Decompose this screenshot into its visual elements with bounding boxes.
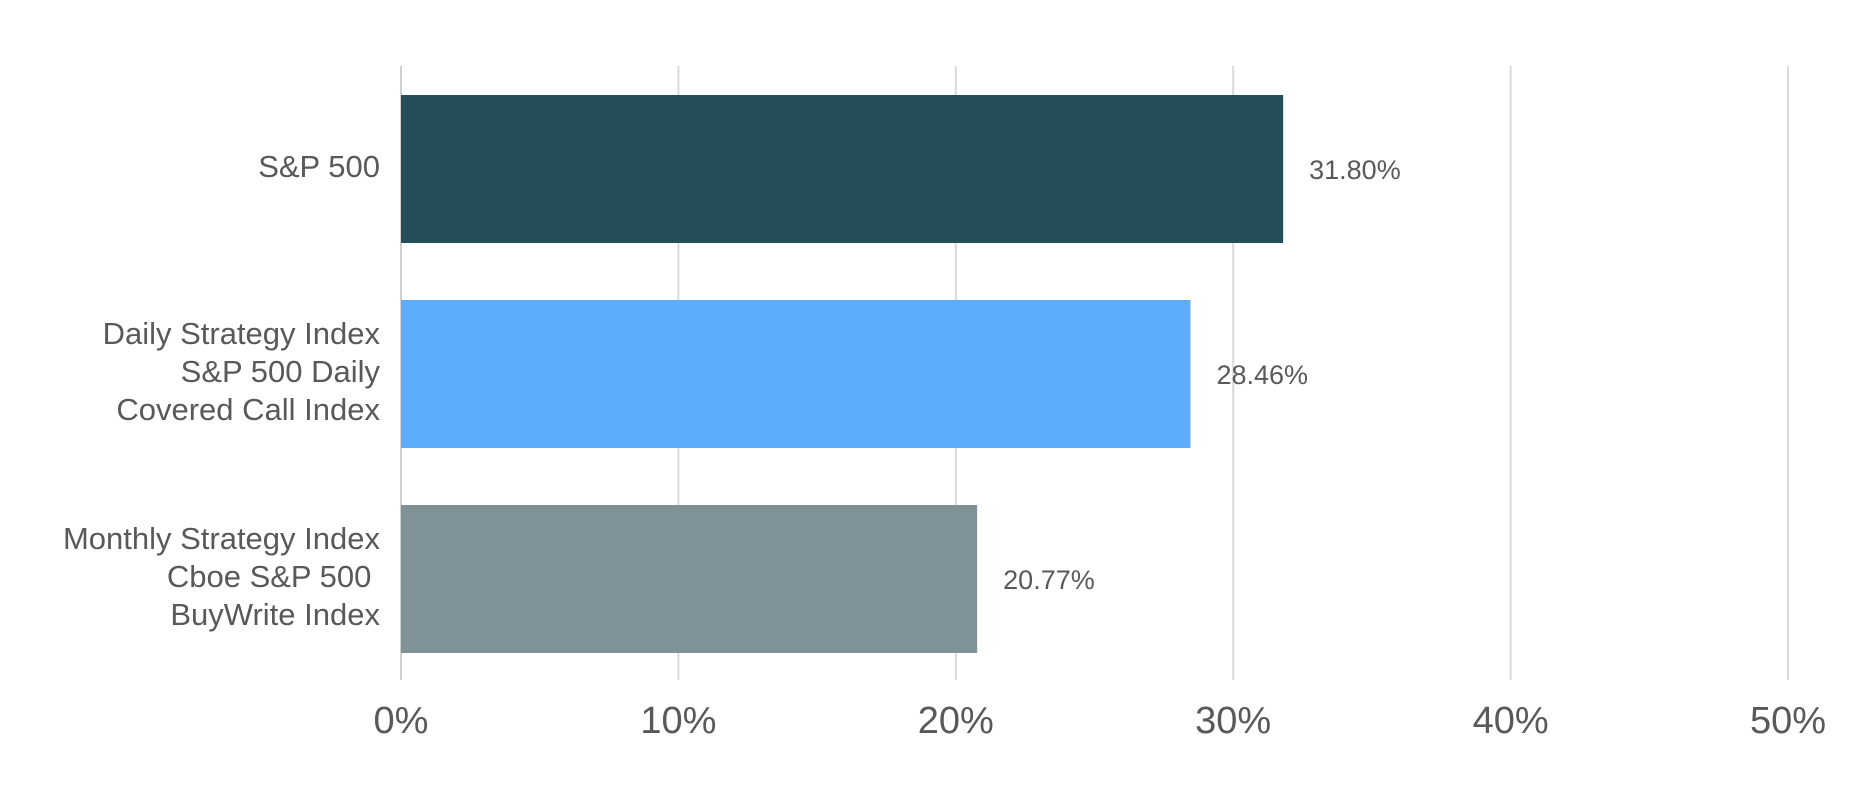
category-label-line: Covered Call Index: [116, 392, 380, 427]
x-tick-label: 50%: [1750, 700, 1826, 742]
bar: [401, 505, 978, 653]
data-label: 31.80%: [1309, 155, 1401, 185]
category-labels: S&P 500 Daily Strategy Index S&P 500 Daily…: [63, 149, 381, 632]
data-label: 28.46%: [1216, 360, 1308, 390]
x-tick-label: 20%: [918, 700, 994, 742]
x-tick-label: 10%: [640, 700, 716, 742]
data-label: 20.77%: [1003, 565, 1095, 595]
category-label-line: S&P 500 Daily: [181, 354, 381, 389]
x-tick-label: 40%: [1473, 700, 1549, 742]
x-tick-label: 0%: [374, 700, 429, 742]
x-tick-label: 30%: [1195, 700, 1271, 742]
bars: [401, 95, 1284, 653]
category-label: S&P 500: [258, 149, 380, 184]
bar: [401, 300, 1191, 448]
category-label-line: Cboe S&P 500: [167, 559, 380, 594]
category-label-line: S&P 500: [258, 149, 380, 184]
category-label: Daily Strategy Index S&P 500 Daily Covered…: [103, 316, 381, 427]
category-label-line: BuyWrite Index: [170, 597, 380, 632]
x-axis-ticks: 0% 10% 20% 30% 40% 50%: [374, 700, 1826, 742]
category-label: Monthly Strategy Index Cboe S&P 500 BuyWr…: [63, 521, 381, 632]
bar: [401, 95, 1284, 243]
data-labels: 31.80% 28.46% 20.77%: [1003, 155, 1401, 595]
category-label-line: Daily Strategy Index: [103, 316, 381, 351]
category-label-line: Monthly Strategy Index: [63, 521, 381, 556]
